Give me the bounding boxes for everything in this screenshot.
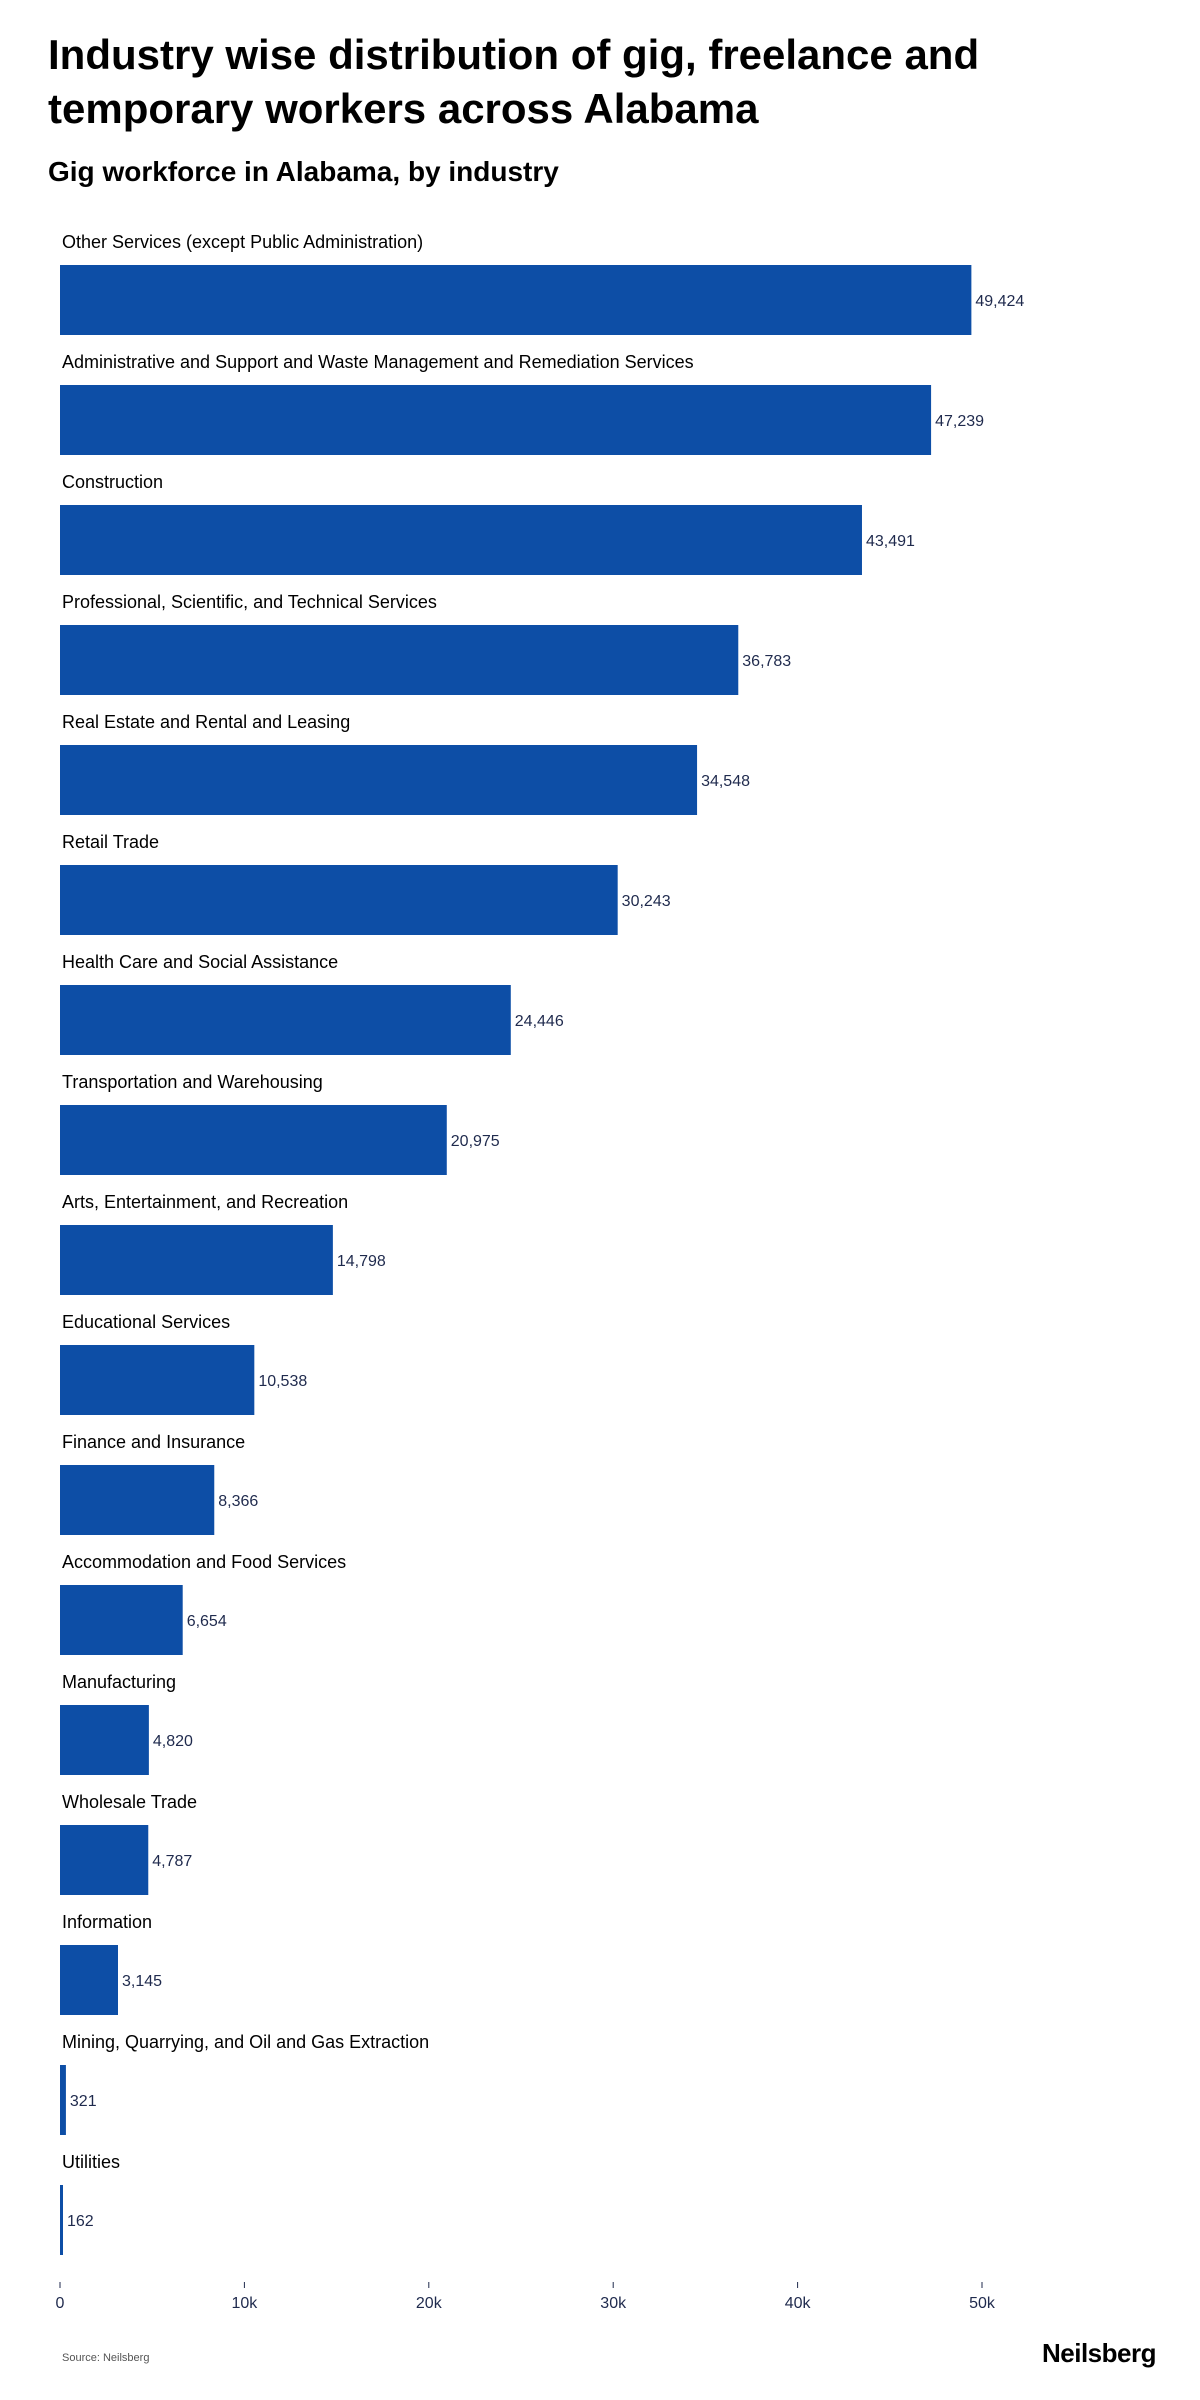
bar	[60, 385, 932, 455]
category-label: Arts, Entertainment, and Recreation	[62, 1192, 348, 1212]
source-note: Source: Neilsberg	[62, 2352, 150, 2364]
category-label: Mining, Quarrying, and Oil and Gas Extra…	[62, 2032, 429, 2052]
x-tick-label: 10k	[232, 2295, 259, 2312]
bar	[60, 1945, 118, 2015]
x-tick-label: 0	[56, 2295, 65, 2312]
bar	[60, 1105, 447, 1175]
category-label: Wholesale Trade	[62, 1792, 197, 1812]
neilsberg-logo: Neilsberg	[1042, 2338, 1157, 2368]
value-label: 4,820	[153, 1733, 193, 1750]
value-label: 34,548	[701, 773, 750, 790]
category-label: Manufacturing	[62, 1672, 176, 1692]
bar	[60, 505, 862, 575]
category-label: Information	[62, 1912, 152, 1932]
category-label: Utilities	[62, 2152, 120, 2172]
bar	[60, 985, 511, 1055]
category-label: Other Services (except Public Administra…	[62, 232, 423, 252]
x-tick-label: 50k	[969, 2295, 996, 2312]
chart-subtitle: Gig workforce in Alabama, by industry	[48, 156, 559, 187]
bar	[60, 2185, 63, 2255]
category-label: Health Care and Social Assistance	[62, 952, 338, 972]
bar	[60, 1705, 149, 1775]
x-tick-label: 20k	[416, 2295, 443, 2312]
bar	[60, 625, 739, 695]
value-label: 162	[67, 2213, 94, 2230]
value-label: 20,975	[451, 1133, 500, 1150]
category-label: Retail Trade	[62, 832, 159, 852]
bar	[60, 1465, 215, 1535]
value-label: 14,798	[337, 1253, 386, 1270]
value-label: 4,787	[152, 1853, 192, 1870]
bar	[60, 2065, 66, 2135]
bar	[60, 745, 698, 815]
value-label: 49,424	[975, 293, 1024, 310]
bar	[60, 1585, 183, 1655]
value-label: 30,243	[622, 893, 671, 910]
value-label: 47,239	[935, 413, 984, 430]
category-label: Professional, Scientific, and Technical …	[62, 592, 437, 612]
category-label: Construction	[62, 472, 163, 492]
value-label: 3,145	[122, 1973, 162, 1990]
category-label: Finance and Insurance	[62, 1432, 245, 1452]
value-label: 43,491	[866, 533, 915, 550]
bar	[60, 865, 618, 935]
value-label: 24,446	[515, 1013, 564, 1030]
category-label: Transportation and Warehousing	[62, 1072, 323, 1092]
value-label: 6,654	[187, 1613, 227, 1630]
category-label: Educational Services	[62, 1312, 230, 1332]
category-label: Administrative and Support and Waste Man…	[62, 352, 694, 372]
value-label: 10,538	[258, 1373, 307, 1390]
value-label: 36,783	[742, 653, 791, 670]
category-label: Accommodation and Food Services	[62, 1552, 346, 1572]
chart-title: Industry wise distribution of gig, freel…	[48, 31, 980, 132]
bar	[60, 1225, 333, 1295]
bar	[60, 1345, 255, 1415]
bar	[60, 1825, 149, 1895]
x-tick-label: 40k	[785, 2295, 812, 2312]
x-tick-label: 30k	[600, 2295, 627, 2312]
value-label: 8,366	[218, 1493, 258, 1510]
category-label: Real Estate and Rental and Leasing	[62, 712, 350, 732]
value-label: 321	[70, 2093, 97, 2110]
bar	[60, 265, 972, 335]
